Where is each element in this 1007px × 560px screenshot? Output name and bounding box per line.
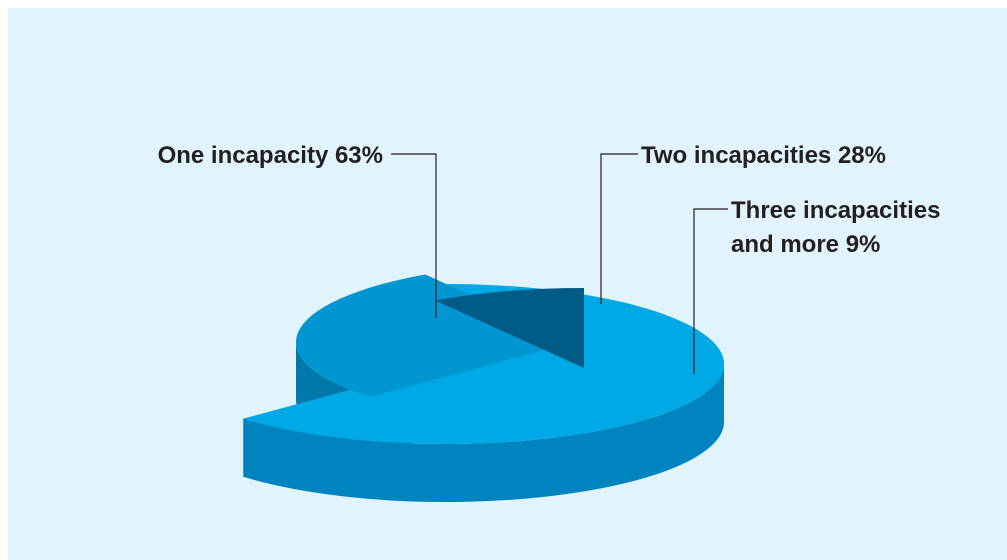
- leader-three-incapacities: [693, 208, 728, 374]
- leader-one-incapacity: [391, 153, 437, 318]
- label-three-incapacities: Three incapacities and more 9%: [731, 197, 947, 258]
- chart-panel: One incapacity 63% Two incapacities 28% …: [8, 8, 1007, 560]
- pie-tops: [243, 274, 724, 444]
- slice-top-two-incapacities: [296, 274, 574, 397]
- label-two-incapacities: Two incapacities 28%: [641, 142, 886, 169]
- leader-lines: [391, 153, 728, 374]
- label-one-incapacity: One incapacity 63%: [158, 142, 383, 169]
- leader-two-incapacities: [600, 153, 638, 304]
- slice-top-three-incapacities: [435, 288, 584, 368]
- slice-labels: One incapacity 63% Two incapacities 28% …: [158, 142, 947, 258]
- pie-chart: One incapacity 63% Two incapacities 28% …: [158, 142, 947, 502]
- slice-side-one-incapacity: [243, 364, 724, 502]
